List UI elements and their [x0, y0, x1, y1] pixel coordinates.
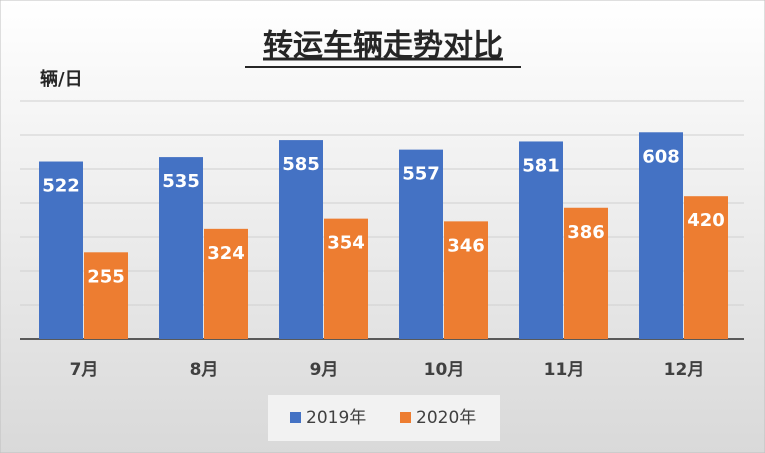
x-tick-label: 10月	[424, 360, 465, 380]
value-label: 324	[207, 243, 245, 264]
x-tick-label: 8月	[190, 360, 219, 380]
x-tick-label: 12月	[664, 360, 705, 380]
value-label: 255	[87, 266, 125, 287]
bar	[444, 221, 488, 339]
value-label: 522	[42, 176, 80, 197]
value-label: 420	[687, 210, 725, 231]
bar	[519, 141, 563, 339]
bar	[564, 207, 608, 339]
value-label: 386	[567, 222, 605, 243]
bar	[324, 218, 368, 339]
value-label: 346	[447, 235, 485, 256]
value-label: 581	[522, 155, 560, 176]
value-label: 354	[327, 233, 365, 254]
bar	[684, 196, 728, 339]
bar	[399, 149, 443, 339]
legend-box	[268, 395, 500, 441]
chart-title: 转运车辆走势对比	[263, 29, 503, 64]
legend-label: 2019年	[306, 408, 366, 428]
legend-swatch	[290, 412, 301, 423]
bar	[279, 140, 323, 339]
x-tick-label: 11月	[544, 360, 585, 380]
value-label: 535	[162, 171, 200, 192]
x-tick-label: 9月	[310, 360, 339, 380]
bar	[39, 161, 83, 339]
bar	[159, 157, 203, 339]
value-label: 585	[282, 154, 320, 175]
bar	[84, 252, 128, 339]
legend-swatch	[400, 412, 411, 423]
bar	[639, 132, 683, 339]
y-axis-label: 辆/日	[40, 68, 83, 90]
x-tick-label: 7月	[70, 360, 99, 380]
value-label: 557	[402, 164, 440, 185]
value-label: 608	[642, 146, 680, 167]
bar	[204, 228, 248, 339]
legend-label: 2020年	[416, 408, 476, 428]
